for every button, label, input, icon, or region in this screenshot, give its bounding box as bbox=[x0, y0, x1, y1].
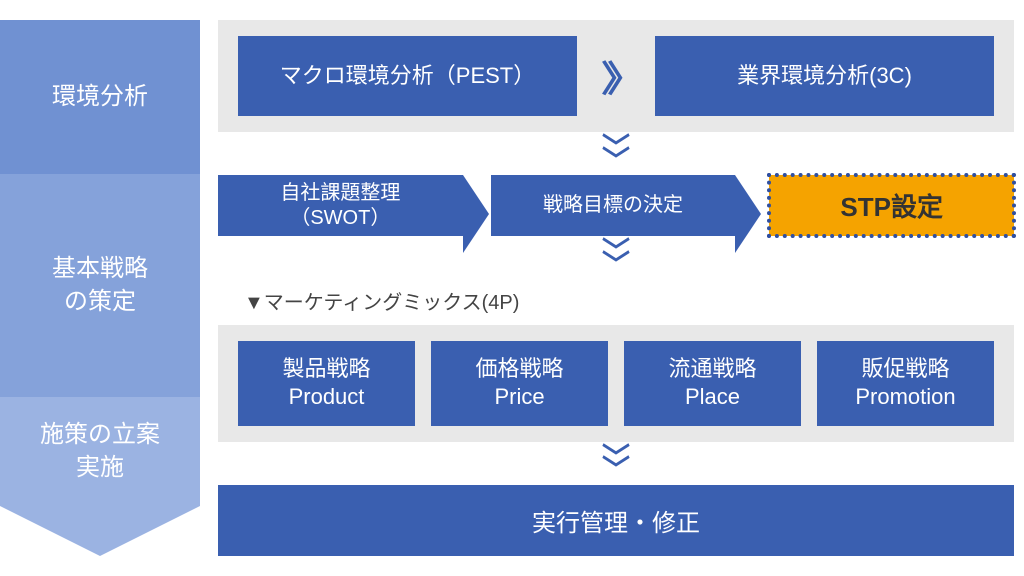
price-en: Price bbox=[435, 383, 604, 412]
strategy-flow-row: 自社課題整理 （SWOT） 戦略目標の決定 STP設定 bbox=[218, 175, 1014, 236]
swot-box: 自社課題整理 （SWOT） bbox=[218, 175, 463, 236]
phase-2: 基本戦略 の策定 bbox=[0, 174, 200, 397]
stp-label: STP設定 bbox=[840, 187, 943, 224]
phase-3: 施策の立案 実施 bbox=[0, 397, 200, 506]
chevron-down-icon: ﹀ ﹀ bbox=[218, 138, 1014, 169]
pest-label: マクロ環境分析（PEST） bbox=[280, 62, 535, 91]
phase-arrow-column: 環境分析 基本戦略 の策定 施策の立案 実施 bbox=[0, 20, 200, 556]
env-analysis-panel: マクロ環境分析（PEST） 〉〉 業界環境分析(3C) bbox=[218, 20, 1014, 132]
promotion-box: 販促戦略 Promotion bbox=[817, 341, 994, 426]
content-column: マクロ環境分析（PEST） 〉〉 業界環境分析(3C) ﹀ ﹀ 自社課題整理 （… bbox=[218, 20, 1014, 556]
price-box: 価格戦略 Price bbox=[431, 341, 608, 426]
phase-arrow-tip-icon bbox=[0, 506, 200, 556]
place-box: 流通戦略 Place bbox=[624, 341, 801, 426]
4p-panel: 製品戦略 Product 価格戦略 Price 流通戦略 Place 販促戦略 … bbox=[218, 325, 1014, 442]
swot-label: 自社課題整理 （SWOT） bbox=[280, 181, 400, 231]
execution-box: 実行管理・修正 bbox=[218, 485, 1014, 556]
place-jp: 流通戦略 bbox=[628, 355, 797, 384]
product-box: 製品戦略 Product bbox=[238, 341, 415, 426]
strategy-goal-label: 戦略目標の決定 bbox=[543, 193, 683, 218]
chevron-down-icon: ﹀ ﹀ bbox=[218, 448, 1014, 479]
product-jp: 製品戦略 bbox=[242, 355, 411, 384]
price-jp: 価格戦略 bbox=[435, 355, 604, 384]
product-en: Product bbox=[242, 383, 411, 412]
chevron-down-icon: ﹀ ﹀ bbox=[218, 242, 1014, 273]
3c-label: 業界環境分析(3C) bbox=[737, 62, 912, 91]
execution-label: 実行管理・修正 bbox=[532, 510, 700, 537]
marketing-mix-label: ▼マーケティングミックス(4P) bbox=[218, 280, 1014, 319]
place-en: Place bbox=[628, 383, 797, 412]
pest-box: マクロ環境分析（PEST） bbox=[238, 36, 577, 116]
phase-2-label: 基本戦略 の策定 bbox=[52, 252, 148, 319]
phase-1: 環境分析 bbox=[0, 20, 200, 174]
diagram-root: 環境分析 基本戦略 の策定 施策の立案 実施 マクロ環境分析（PEST） 〉〉 … bbox=[0, 0, 1024, 576]
promotion-en: Promotion bbox=[821, 383, 990, 412]
chevron-right-icon: 〉〉 bbox=[601, 50, 631, 102]
phase-1-label: 環境分析 bbox=[52, 80, 148, 114]
strategy-goal-box: 戦略目標の決定 bbox=[491, 175, 736, 236]
promotion-jp: 販促戦略 bbox=[821, 355, 990, 384]
phase-3-label: 施策の立案 実施 bbox=[40, 418, 160, 485]
stp-box-highlighted: STP設定 bbox=[769, 175, 1014, 236]
3c-box: 業界環境分析(3C) bbox=[655, 36, 994, 116]
